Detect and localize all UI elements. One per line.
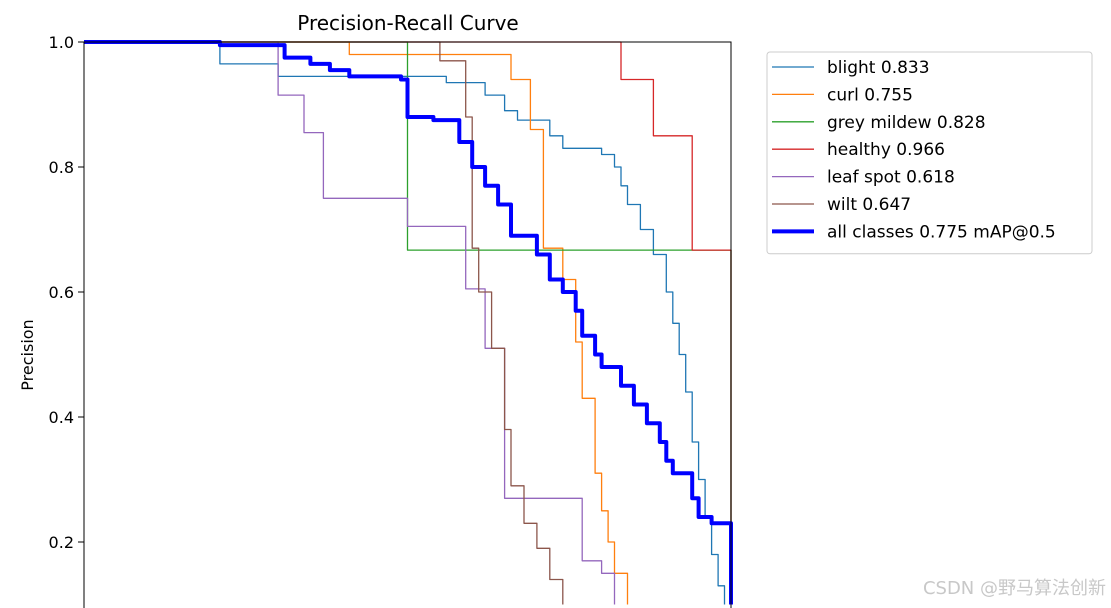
legend-label-6: all classes 0.775 mAP@0.5 (827, 222, 1056, 242)
legend-label-5: wilt 0.647 (827, 195, 911, 215)
y-tick-label: 0.4 (49, 408, 74, 427)
series-line-4 (84, 41, 616, 605)
y-tick-label: 0.6 (49, 283, 74, 302)
series-line-5 (84, 41, 564, 605)
series-line-3 (84, 41, 732, 605)
legend-label-2: grey mildew 0.828 (827, 113, 986, 133)
legend-label-4: leaf spot 0.618 (827, 168, 955, 188)
plot-frame (83, 41, 732, 608)
y-tick-label: 0.2 (49, 533, 74, 552)
series-layer (84, 40, 733, 605)
watermark-text: CSDN @野马算法创新 (923, 578, 1106, 599)
legend-label-3: healthy 0.966 (827, 140, 945, 160)
y-axis-label: Precision (18, 319, 37, 390)
legend-box (766, 51, 1093, 255)
series-line-2 (84, 41, 732, 605)
y-ticks: 0.2 0.4 0.6 0.8 1.0 (49, 33, 84, 552)
chart-title: Precision-Recall Curve (297, 11, 518, 35)
legend-label-0: blight 0.833 (827, 58, 930, 78)
series-line-0 (84, 41, 726, 605)
legend: blight 0.833 curl 0.755 grey mildew 0.828 h… (766, 51, 1093, 255)
legend-label-1: curl 0.755 (827, 85, 913, 105)
series-line-1 (84, 41, 629, 605)
series-line-6 (84, 40, 733, 605)
y-tick-label: 1.0 (49, 33, 74, 52)
y-tick-label: 0.8 (49, 158, 74, 177)
